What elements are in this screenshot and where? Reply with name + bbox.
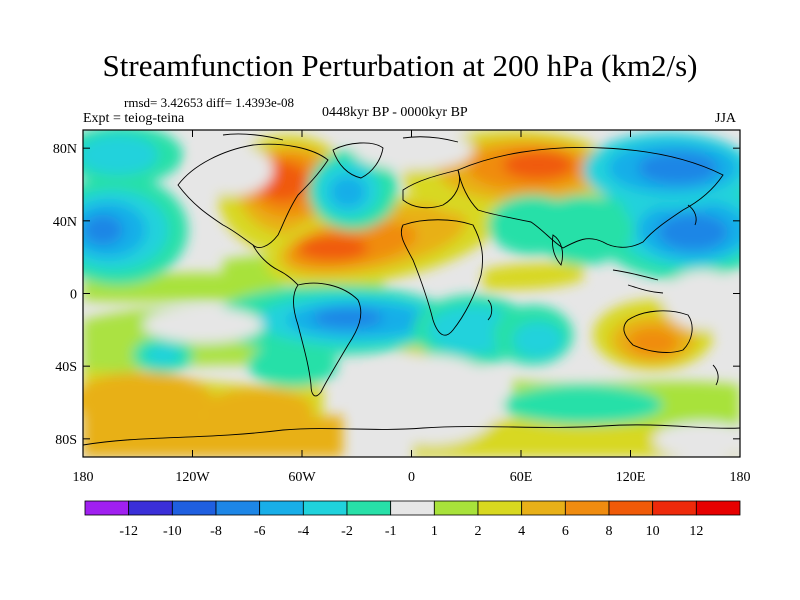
colorbar-label: 10 — [646, 524, 660, 539]
season-label: JJA — [715, 111, 737, 126]
chart-title: Streamfunction Perturbation at 200 hPa (… — [102, 48, 698, 83]
colorbar-label: -2 — [341, 524, 353, 539]
colorbar-swatch — [433, 500, 479, 516]
colorbar-label: 1 — [431, 524, 438, 539]
y-tick-label: 40S — [55, 360, 77, 375]
period-label: 0448kyr BP - 0000kyr BP — [322, 105, 468, 120]
colorbar-swatch — [477, 500, 523, 516]
colorbar-label: 4 — [518, 524, 525, 539]
stats-label: rmsd= 3.42653 diff= 1.4393e-08 — [124, 95, 295, 110]
x-tick-label: 180 — [730, 470, 751, 485]
colorbar-label: -8 — [210, 524, 222, 539]
y-tick-label: 40N — [53, 215, 77, 230]
colorbar-swatch — [695, 500, 741, 516]
colorbar-swatch — [302, 500, 348, 516]
colorbar-label: -4 — [297, 524, 309, 539]
colorbar-label: -12 — [119, 524, 138, 539]
experiment-label: Expt = teiog-teina — [83, 111, 185, 126]
colorbar-swatch — [171, 500, 217, 516]
colorbar-label: 8 — [606, 524, 613, 539]
x-tick-label: 0 — [408, 470, 415, 485]
axis-ticks: 180 120W 60W 0 60E 120E 180 80N 40N 0 40S 80S — [53, 130, 751, 485]
x-tick-label: 120W — [175, 470, 210, 485]
x-tick-label: 180 — [73, 470, 94, 485]
colorbar-swatch — [128, 500, 173, 516]
x-tick-label: 120E — [616, 470, 646, 485]
colorbar-swatch — [215, 500, 261, 516]
coastlines — [83, 133, 740, 446]
y-tick-label: 80N — [53, 142, 77, 157]
colorbar-label: -6 — [254, 524, 266, 539]
colorbar-label: -10 — [163, 524, 182, 539]
colorbar-swatch — [346, 500, 392, 516]
colorbar-label: -1 — [385, 524, 397, 539]
x-tick-label: 60E — [510, 470, 533, 485]
colorbar-label: 6 — [562, 524, 569, 539]
colorbar-swatch — [608, 500, 654, 516]
colorbar-swatch — [84, 500, 130, 516]
colorbar-swatch — [521, 500, 566, 516]
y-tick-label: 80S — [55, 433, 77, 448]
colorbar-swatch — [652, 500, 697, 516]
colorbar-swatch — [564, 500, 610, 516]
colorbar-label: 2 — [475, 524, 482, 539]
x-tick-label: 60W — [288, 470, 316, 485]
colorbar: -12 -10 -8 -6 -4 -2 -1 1 2 4 6 8 10 12 — [84, 500, 741, 539]
colorbar-swatch — [259, 500, 304, 516]
anomaly-field — [83, 130, 740, 457]
colorbar-swatch — [390, 500, 435, 516]
y-tick-label: 0 — [70, 288, 77, 303]
colorbar-label: 12 — [689, 524, 703, 539]
